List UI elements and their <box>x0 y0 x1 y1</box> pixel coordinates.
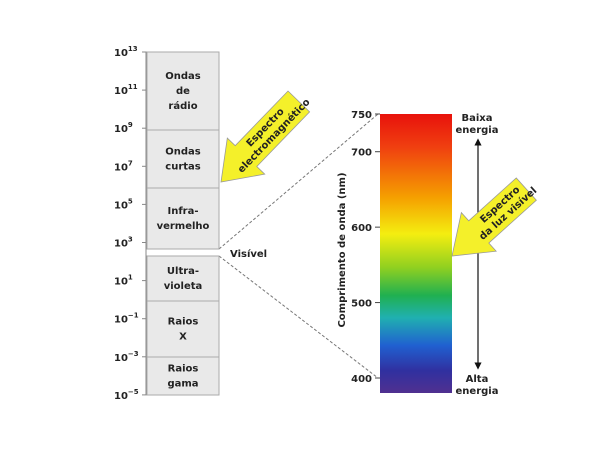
tick-label: 700 <box>351 148 372 159</box>
tick-exponent: 5 <box>128 197 133 205</box>
band-box <box>146 51 220 131</box>
band-box <box>146 255 220 302</box>
energy-label: energia <box>456 386 499 397</box>
band-label: vermelho <box>157 221 210 232</box>
band-label: rádio <box>168 100 197 112</box>
tick-label: 1013 <box>114 45 138 59</box>
arrow-shape <box>220 90 311 183</box>
band-box <box>146 356 220 396</box>
band-label: Ultra- <box>167 266 199 277</box>
axis-label: Comprimento de onda (nm) <box>337 172 348 327</box>
tick-base: 10 <box>114 162 128 173</box>
tick-exponent: 9 <box>128 121 133 129</box>
tick-label: 600 <box>351 223 372 234</box>
tick-label: 1011 <box>114 83 138 97</box>
tick-exponent: 7 <box>128 159 133 167</box>
band-label: de <box>176 86 190 97</box>
band-label: Raios <box>168 317 199 328</box>
tick-label: 500 <box>351 299 372 310</box>
tick-exponent: −1 <box>128 312 139 320</box>
tick-label: 10−5 <box>114 388 139 402</box>
energy-label: Baixa <box>462 113 493 124</box>
energy-label: energia <box>456 125 499 136</box>
tick-base: 10 <box>114 353 128 364</box>
tick-exponent: 11 <box>128 83 138 91</box>
band-label: Infra- <box>167 206 198 217</box>
tick-exponent: −3 <box>128 350 139 358</box>
dashed-connector <box>218 255 379 379</box>
band-label: Ondas <box>165 147 201 158</box>
tick-base: 10 <box>114 124 128 135</box>
tick-base: 10 <box>114 200 128 211</box>
tick-base: 10 <box>114 277 128 288</box>
tick-base: 10 <box>114 391 128 402</box>
tick-label: 400 <box>351 374 372 385</box>
arrow-shape <box>451 177 537 257</box>
visible-spectrum-bar <box>380 114 452 393</box>
tick-exponent: 1 <box>128 274 133 282</box>
tick-base: 10 <box>114 86 128 97</box>
band-box <box>146 129 220 189</box>
tick-label: 101 <box>114 274 133 288</box>
tick-label: 10−1 <box>114 312 139 326</box>
tick-label: 107 <box>114 159 133 173</box>
tick-label: 103 <box>114 236 133 250</box>
tick-label: 109 <box>114 121 133 135</box>
band-box <box>146 300 220 358</box>
tick-base: 10 <box>114 315 128 326</box>
band-label: X <box>179 332 187 343</box>
tick-label: 10−3 <box>114 350 139 364</box>
tick-exponent: 13 <box>128 45 138 53</box>
tick-base: 10 <box>114 239 128 250</box>
band-label: gama <box>167 379 198 390</box>
tick-label: 105 <box>114 197 133 211</box>
tick-exponent: 3 <box>128 236 133 244</box>
band-label: curtas <box>165 162 201 173</box>
visible-label: Visível <box>230 248 267 260</box>
tick-exponent: −5 <box>128 388 139 396</box>
band-label: Ondas <box>165 71 201 82</box>
tick-label: 750 <box>351 110 372 121</box>
band-box <box>146 187 220 250</box>
band-label: violeta <box>164 281 203 292</box>
energy-label: Alta <box>466 374 489 385</box>
tick-base: 10 <box>114 48 128 59</box>
band-label: Raios <box>168 364 199 375</box>
